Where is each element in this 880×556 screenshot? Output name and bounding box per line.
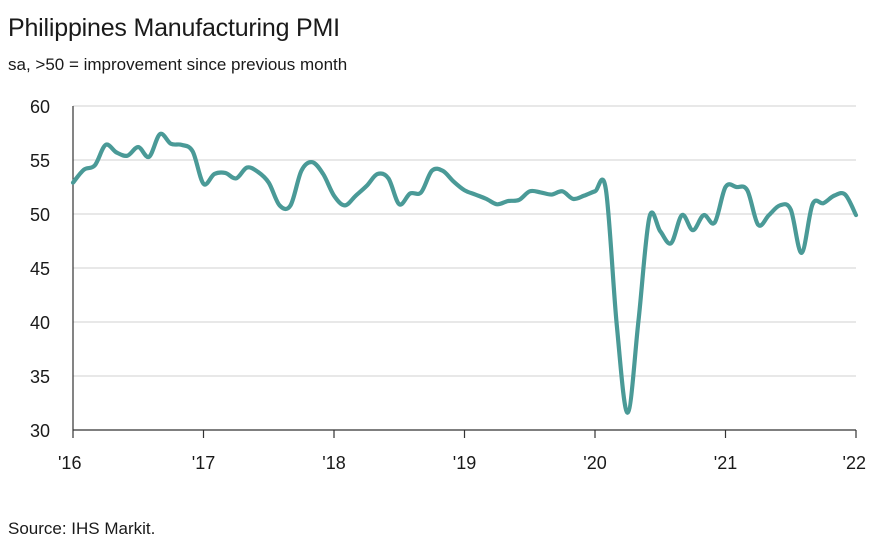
tick-labels: 30 35 40 45 50 55 60 '16 '17 '18 '19 '20 '21 '22 bbox=[30, 97, 866, 473]
y-tick-label-30: 30 bbox=[30, 421, 50, 441]
y-tick-label-35: 35 bbox=[30, 367, 50, 387]
series-layer bbox=[70, 131, 859, 415]
axes bbox=[72, 106, 857, 438]
y-tick-label-55: 55 bbox=[30, 151, 50, 171]
x-tick-label-2016: '16 bbox=[58, 453, 81, 473]
chart-title: Philippines Manufacturing PMI bbox=[8, 14, 340, 42]
x-tick-label-2021: '21 bbox=[714, 453, 737, 473]
x-tick-label-2017: '17 bbox=[192, 453, 215, 473]
x-tick-label-2019: '19 bbox=[453, 453, 476, 473]
y-tick-label-45: 45 bbox=[30, 259, 50, 279]
series-line-pmi bbox=[70, 131, 859, 415]
x-tick-label-2020: '20 bbox=[583, 453, 606, 473]
x-tick-label-2018: '18 bbox=[322, 453, 345, 473]
gridlines bbox=[73, 105, 856, 377]
y-tick-label-40: 40 bbox=[30, 313, 50, 333]
chart-subtitle: sa, >50 = improvement since previous mon… bbox=[8, 55, 348, 74]
y-tick-label-50: 50 bbox=[30, 205, 50, 225]
y-tick-label-60: 60 bbox=[30, 97, 50, 117]
x-tick-label-2022: '22 bbox=[843, 453, 866, 473]
source-note: Source: IHS Markit. bbox=[8, 519, 156, 538]
